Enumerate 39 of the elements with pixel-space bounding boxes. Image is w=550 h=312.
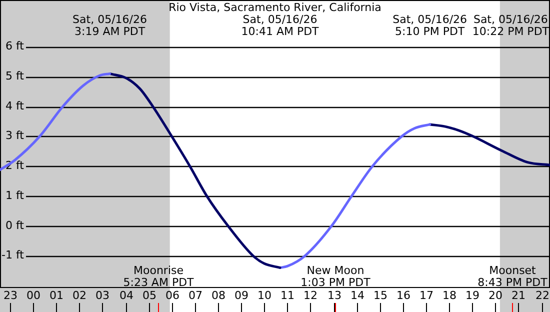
annotation: Sat, 05/16/26 10:41 AM PDT bbox=[241, 13, 320, 38]
annotation: Sat, 05/16/26 10:22 PM PDT bbox=[472, 13, 550, 38]
annotation: Sat, 05/16/26 5:10 PM PDT bbox=[392, 13, 468, 38]
x-tick-label: 16 bbox=[396, 289, 410, 302]
annotation: Sat, 05/16/26 3:19 AM PDT bbox=[72, 13, 147, 38]
y-tick-label: 0 ft bbox=[6, 218, 25, 232]
x-tick-label: 03 bbox=[96, 289, 110, 302]
x-tick-label: 09 bbox=[234, 289, 248, 302]
y-tick-label: 1 ft bbox=[6, 188, 25, 202]
y-tick-label: 4 ft bbox=[6, 99, 25, 112]
x-tick-label: 18 bbox=[442, 289, 456, 302]
y-tick-label: -1 ft bbox=[2, 248, 25, 262]
ref-line-label: New Moon 1:03 PM PDT bbox=[300, 264, 371, 289]
x-tick-label: 21 bbox=[512, 289, 526, 302]
x-tick-label: 04 bbox=[120, 289, 134, 302]
x-tick-label: 14 bbox=[350, 289, 364, 302]
x-tick-label: 00 bbox=[26, 289, 40, 302]
x-tick-label: 23 bbox=[4, 289, 18, 302]
x-tick-label: 07 bbox=[188, 289, 202, 302]
x-tick-label: 10 bbox=[258, 289, 272, 302]
x-tick-label: 12 bbox=[304, 289, 318, 302]
x-tick-label: 20 bbox=[488, 289, 502, 302]
x-tick-label: 06 bbox=[166, 289, 180, 302]
x-tick-label: 15 bbox=[374, 289, 388, 302]
x-tick-label: 19 bbox=[466, 289, 480, 302]
ref-line-label: Moonset 8:43 PM PDT bbox=[478, 264, 548, 289]
chart-title: Rio Vista, Sacramento River, California bbox=[168, 1, 382, 14]
x-tick-label: 02 bbox=[72, 289, 86, 302]
x-tick-label: 22 bbox=[536, 289, 550, 302]
x-tick-label: 13 bbox=[328, 289, 342, 302]
y-tick-label: 3 ft bbox=[6, 129, 25, 142]
x-tick-label: 08 bbox=[212, 289, 226, 302]
y-tick-label: 5 ft bbox=[6, 70, 25, 83]
x-tick-label: 11 bbox=[280, 289, 294, 302]
x-tick-label: 05 bbox=[142, 289, 156, 302]
x-tick-label: 01 bbox=[50, 289, 64, 302]
y-tick-label: 6 ft bbox=[6, 40, 25, 53]
ref-line-label: Moonrise 5:23 AM PDT bbox=[123, 264, 194, 289]
x-tick-label: 17 bbox=[420, 289, 434, 302]
